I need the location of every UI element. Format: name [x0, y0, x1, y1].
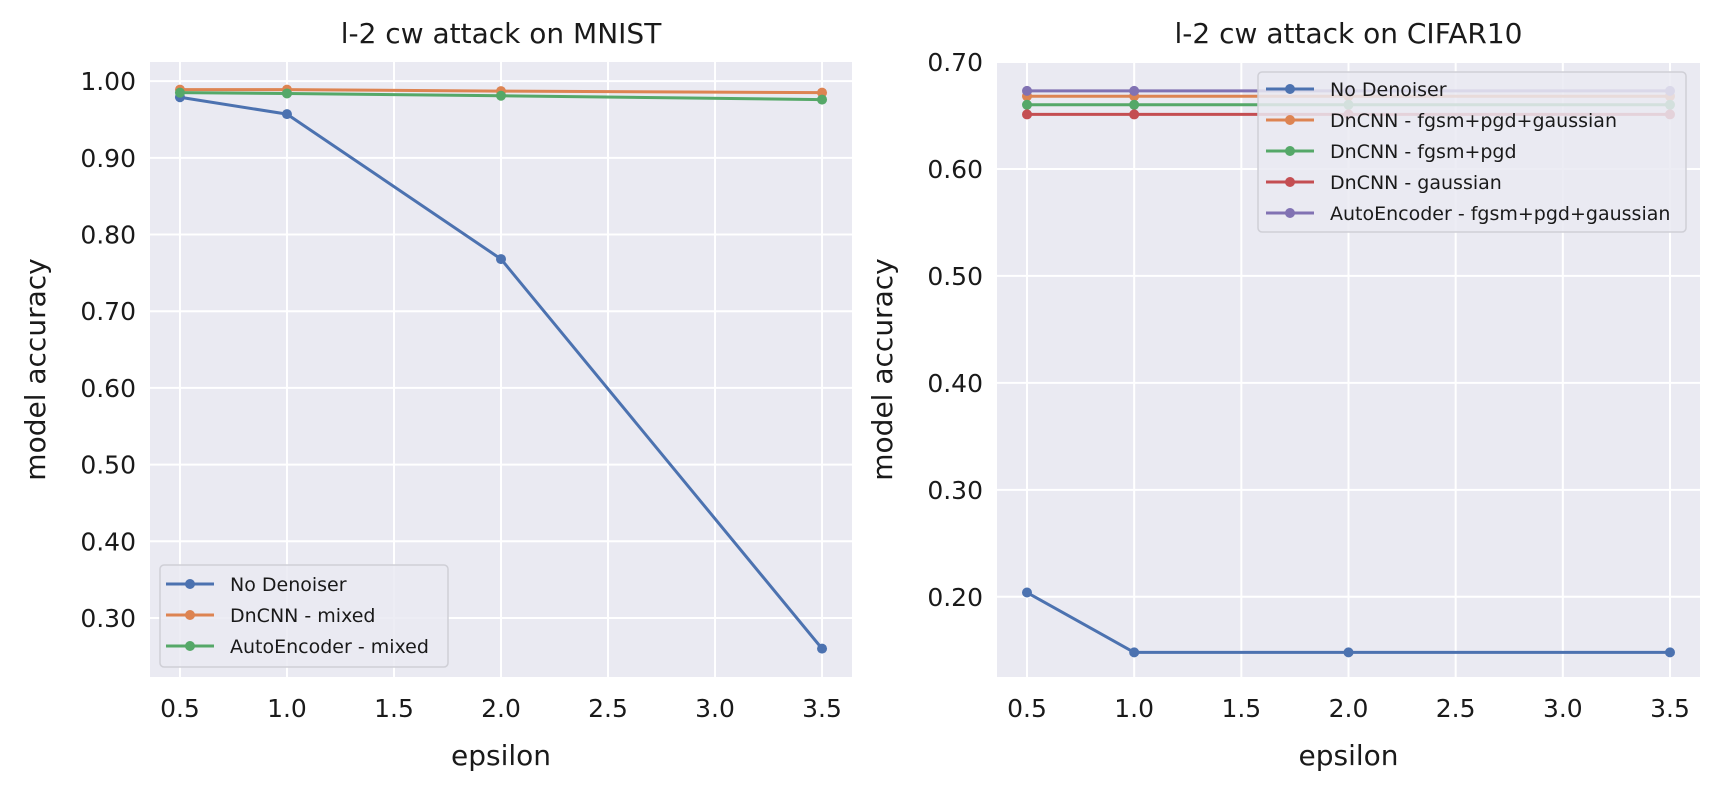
data-point: [496, 90, 506, 101]
y-tick-label: 1.00: [80, 67, 136, 96]
data-point: [1129, 99, 1140, 110]
legend-label: AutoEncoder - fgsm+pgd+gaussian: [1330, 203, 1670, 225]
y-tick-label: 0.90: [80, 144, 136, 173]
y-tick-label: 0.60: [80, 374, 136, 403]
legend-marker: [185, 641, 195, 651]
chart-title: l-2 cw attack on MNIST: [341, 17, 662, 50]
legend-label: DnCNN - fgsm+pgd: [1330, 141, 1517, 163]
y-axis-label: model accuracy: [19, 258, 52, 480]
data-point: [1129, 647, 1140, 658]
legend-label: AutoEncoder - mixed: [230, 636, 429, 658]
legend-label: DnCNN - gaussian: [1330, 172, 1502, 194]
data-point: [281, 88, 292, 99]
x-tick-label: 1.0: [1114, 694, 1154, 723]
series-line: [1026, 591, 1670, 654]
data-point: [496, 254, 506, 265]
legend-label: DnCNN - mixed: [230, 605, 376, 627]
legend-marker: [1285, 208, 1295, 218]
data-point: [1022, 109, 1033, 120]
x-tick-label: 3.5: [1650, 694, 1690, 723]
data-point: [1022, 99, 1033, 110]
x-tick-label: 2.0: [1329, 694, 1369, 723]
y-tick-label: 0.30: [927, 476, 983, 505]
legend-box: [1257, 71, 1687, 233]
data-point: [817, 94, 828, 105]
mnist-chart: 0.5 1.0 1.5 2.0 2.5 3.0 3.5 0.30 0.40 0.50 0.60 0.7…: [19, 17, 852, 772]
y-tick-label: 0.20: [927, 583, 983, 612]
legend-marker: [1285, 146, 1295, 156]
data-point: [1022, 587, 1033, 598]
x-tick-label: 3.5: [802, 694, 842, 723]
data-point: [817, 643, 828, 654]
legend-marker: [185, 579, 195, 589]
legend-label: No Denoiser: [230, 574, 347, 596]
x-tick-label: 2.5: [588, 694, 628, 723]
legend-marker: [1285, 177, 1295, 187]
data-point: [174, 87, 185, 98]
x-axis-label: epsilon: [451, 739, 551, 772]
x-tick-label: 0.5: [1007, 694, 1047, 723]
series-line: [179, 88, 823, 95]
legend-marker: [1285, 115, 1295, 125]
data-point: [1022, 85, 1033, 96]
y-tick-label: 0.60: [927, 155, 983, 184]
x-tick-label: 0.5: [160, 694, 200, 723]
y-tick-label: 0.50: [80, 451, 136, 480]
data-point: [1343, 647, 1354, 658]
y-axis-label: model accuracy: [866, 258, 899, 480]
cifar10-chart: 0.5 1.0 1.5 2.0 2.5 3.0 3.5 0.20 0.30 0.40 0.50 0.6…: [866, 17, 1700, 772]
legend-marker: [1285, 84, 1295, 94]
x-tick-label: 3.0: [695, 694, 735, 723]
data-point: [1129, 109, 1140, 120]
y-tick-label: 0.40: [927, 369, 983, 398]
data-point: [817, 87, 828, 98]
series-line: [179, 95, 824, 650]
y-tick-label: 0.50: [927, 262, 983, 291]
x-tick-label: 3.0: [1543, 694, 1583, 723]
data-point: [1129, 85, 1140, 96]
y-tick-label: 0.40: [80, 527, 136, 556]
series-line: [179, 91, 823, 102]
legend-marker: [185, 610, 195, 620]
legend-label: DnCNN - fgsm+pgd+gaussian: [1330, 110, 1617, 132]
x-tick-label: 2.5: [1436, 694, 1476, 723]
x-tick-label: 2.0: [481, 694, 521, 723]
x-axis-label: epsilon: [1298, 739, 1398, 772]
legend: No Denoiser DnCNN - mixed AutoEncoder - mi…: [159, 564, 449, 668]
data-point: [1664, 647, 1675, 658]
data-point: [281, 109, 292, 120]
chart-title: l-2 cw attack on CIFAR10: [1175, 17, 1523, 50]
x-tick-label: 1.0: [267, 694, 307, 723]
y-tick-label: 0.70: [927, 48, 983, 77]
legend-label: No Denoiser: [1330, 79, 1447, 101]
y-tick-label: 0.70: [80, 297, 136, 326]
y-tick-label: 0.80: [80, 221, 136, 250]
x-tick-label: 1.5: [1221, 694, 1261, 723]
x-tick-label: 1.5: [374, 694, 414, 723]
y-tick-label: 0.30: [80, 604, 136, 633]
legend: No Denoiser DnCNN - fgsm+pgd+gaussian DnCN…: [1257, 71, 1687, 233]
legend-box: [159, 564, 449, 668]
